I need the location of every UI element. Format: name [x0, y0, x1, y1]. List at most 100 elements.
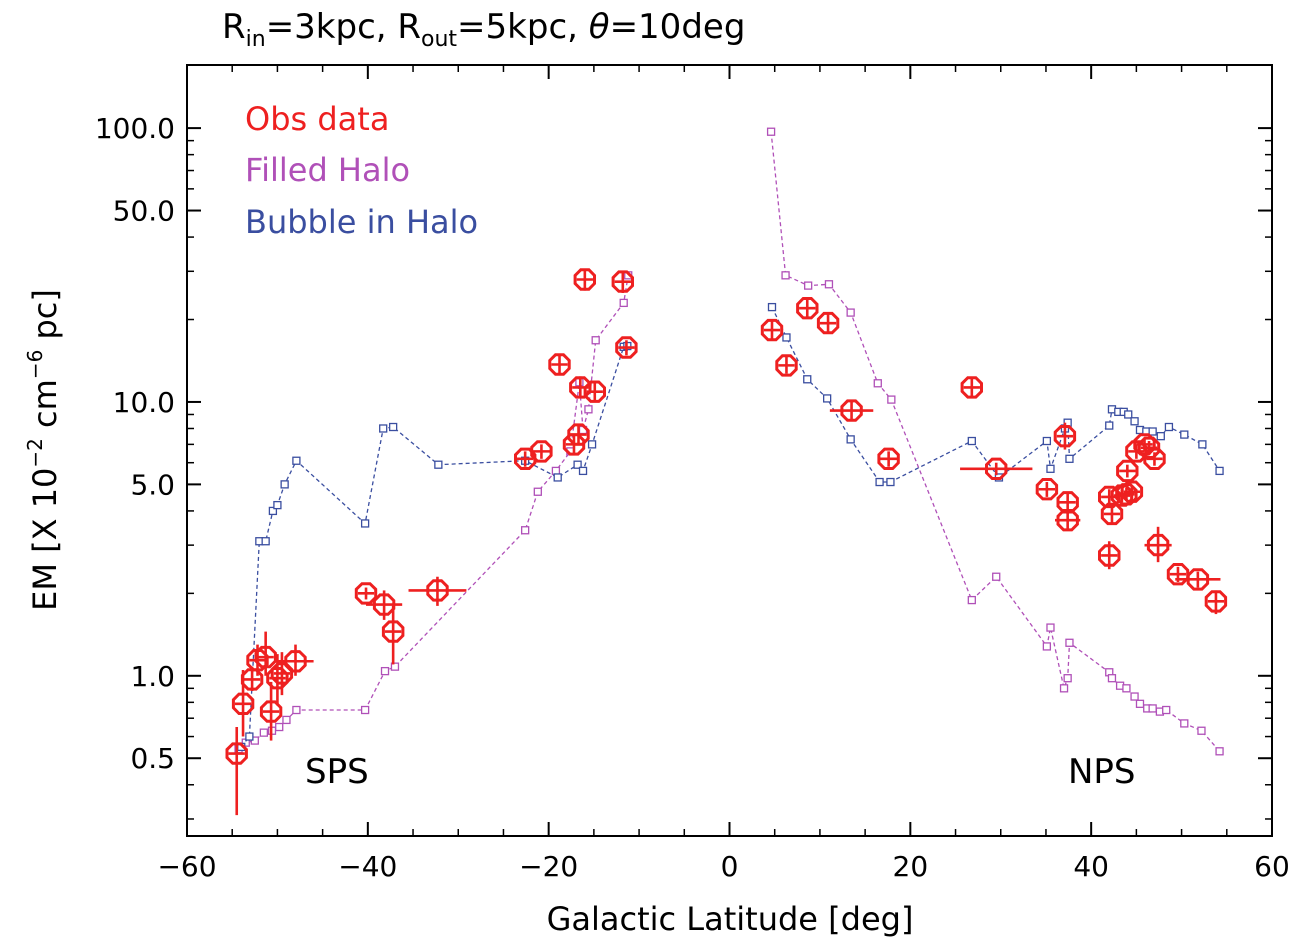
y-tick-label: 0.5 [130, 742, 175, 775]
filled-halo-point [804, 281, 813, 290]
filled-halo-point [390, 662, 400, 671]
obs-point [240, 668, 264, 691]
filled-halo-point [1130, 692, 1139, 701]
obs-point [1204, 590, 1228, 613]
obs-point [583, 380, 606, 403]
filled-halo-point [766, 127, 776, 136]
bubble-in-halo-point [1164, 422, 1174, 432]
obs-point [960, 376, 983, 399]
filled-halo-point [282, 715, 291, 725]
bubble-in-halo-point [846, 435, 855, 444]
x-axis-label: Galactic Latitude [deg] [547, 900, 914, 938]
filled-halo-point [846, 308, 855, 317]
obs-point [1137, 436, 1161, 459]
obs-point [796, 297, 819, 320]
bubble-in-halo-point [1046, 464, 1055, 473]
x-tick-label: −20 [519, 850, 578, 883]
obs-point [259, 700, 283, 723]
bubble-in-halo-point [245, 732, 254, 741]
obs-point [775, 354, 798, 377]
obs-point [426, 579, 449, 602]
obs-point [1098, 544, 1121, 567]
filled-halo-point [1063, 674, 1072, 683]
x-tick-label: 40 [1073, 850, 1109, 883]
obs-point [840, 399, 863, 422]
filled-halo-point [584, 405, 593, 414]
bubble-in-halo-point [553, 473, 562, 482]
y-tick-labels: 0.5 1.0 5.0 10.0 50.0 100.0 [95, 112, 175, 775]
obs-data-series [225, 268, 1228, 816]
bubble-in-halo-point [823, 394, 832, 403]
bubble-in-halo-point [1124, 410, 1133, 419]
legend-entry-obs: Obs data [245, 100, 389, 138]
bubble-in-halo-point [273, 500, 282, 510]
filled-halo-point [781, 271, 790, 280]
y-tick-label: 5.0 [130, 468, 175, 501]
obs-point [562, 433, 586, 456]
obs-point [548, 353, 571, 376]
filled-halo-line [238, 275, 629, 750]
filled-halo-point [992, 572, 1001, 581]
bubble-in-halo-point [1148, 427, 1157, 436]
y-tick-label: 10.0 [113, 386, 175, 419]
obs-point [573, 268, 596, 291]
filled-halo-point [591, 336, 600, 345]
chart-title: Rin=3kpc, Rout=5kpc, θ=10deg [222, 7, 745, 52]
x-tick-label: −40 [338, 850, 397, 883]
obs-point [254, 645, 277, 669]
filled-halo-point [824, 280, 834, 289]
filled-halo-line [770, 131, 1221, 752]
filled-halo-point [521, 526, 530, 535]
filled-halo-point [1135, 699, 1145, 708]
obs-point [1053, 425, 1077, 448]
obs-point [225, 742, 248, 765]
annotation-sps: SPS [305, 752, 369, 792]
obs-point [1035, 478, 1059, 501]
x-tick-label: 60 [1254, 850, 1290, 883]
filled-halo-point [1180, 719, 1189, 728]
filled-halo-point [533, 487, 542, 496]
obs-point [615, 336, 638, 359]
bubble-in-halo-point [578, 466, 588, 476]
filled-halo-point [1046, 623, 1055, 632]
bubble-in-halo-point [875, 477, 884, 487]
filled-halo-point [292, 705, 301, 715]
bubble-in-halo-point [803, 375, 812, 384]
filled-halo-point [1065, 638, 1074, 647]
filled-halo-point [1197, 726, 1206, 735]
obs-point [1166, 563, 1190, 586]
filled-halo-point [259, 728, 269, 737]
filled-halo-point [1162, 705, 1171, 715]
obs-point [381, 620, 405, 643]
bubble-in-halo-point [1065, 454, 1074, 463]
filled-halo-point [619, 298, 628, 308]
legend: Obs data Filled Halo Bubble in Halo [245, 100, 478, 241]
filled-halo-point [967, 595, 976, 605]
bubble-in-halo-point [360, 519, 370, 528]
obs-point [569, 376, 592, 399]
obs-point [1100, 502, 1124, 526]
obs-point [372, 593, 396, 616]
obs-point [284, 650, 307, 673]
obs-point [1056, 509, 1079, 532]
bubble-in-halo-point [388, 422, 398, 432]
obs-point [816, 311, 840, 335]
bubble-in-halo-point [1130, 417, 1139, 426]
legend-entry-bubble: Bubble in Halo [245, 203, 478, 241]
bubble-in-halo-point [1042, 436, 1052, 446]
bubble-in-halo-point [1215, 466, 1224, 476]
axis-ticks [186, 65, 1273, 836]
bubble-in-halo-point [434, 460, 443, 469]
obs-point [567, 423, 590, 446]
filled-halo-point [1122, 684, 1131, 693]
obs-point [1143, 447, 1166, 470]
filled-halo-point [1042, 642, 1052, 651]
bubble-in-halo-point [292, 456, 301, 465]
bubble-in-halo-point [886, 477, 895, 487]
filled-halo-point [360, 705, 370, 715]
filled-halo-point [1215, 747, 1224, 756]
filled-halo-point [887, 395, 896, 404]
bubble-in-halo-point [587, 440, 597, 449]
bubble-in-halo-line [240, 345, 628, 748]
bubble-in-halo-point [767, 302, 777, 312]
